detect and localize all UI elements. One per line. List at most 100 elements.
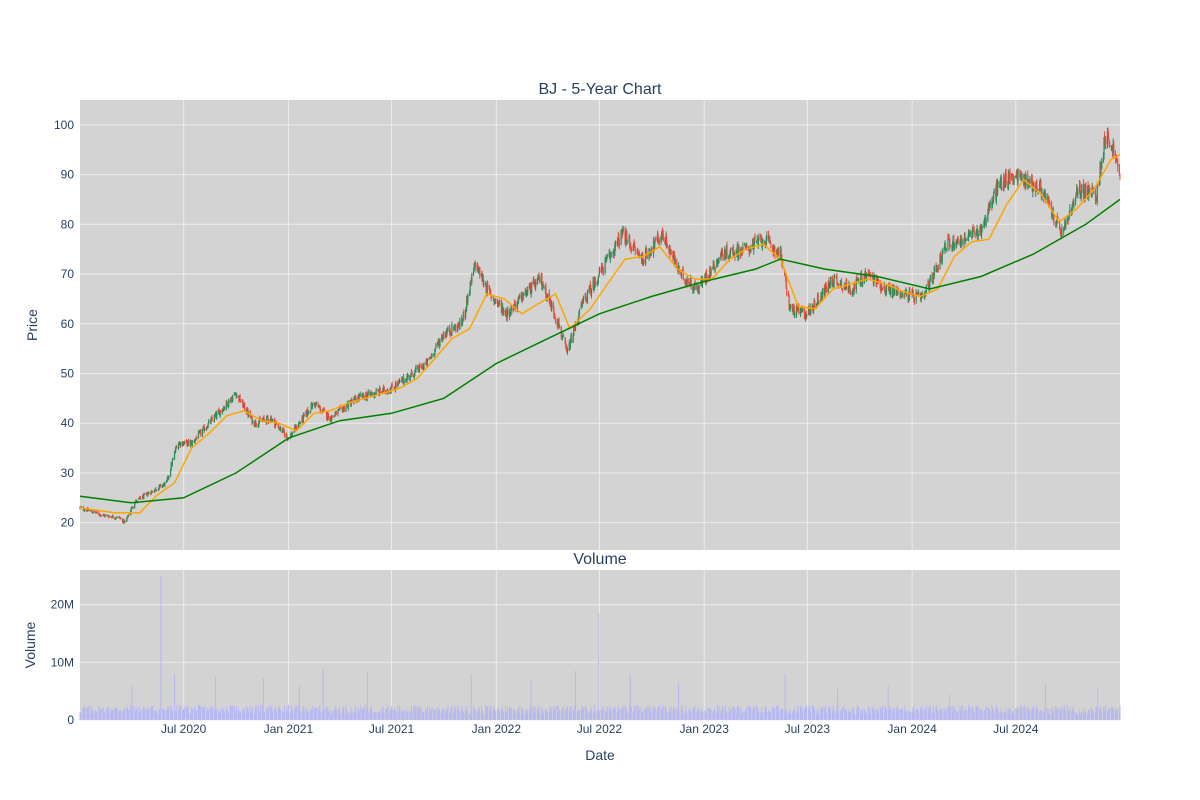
volume-bar (321, 710, 323, 720)
volume-bar (441, 709, 443, 720)
volume-bar (784, 711, 786, 720)
volume-bar (561, 709, 563, 720)
volume-bar (742, 710, 744, 720)
candle-body (246, 413, 248, 415)
candle-body (693, 287, 695, 290)
volume-bar (314, 707, 316, 720)
volume-bar (87, 709, 89, 720)
candle-body (905, 289, 907, 294)
volume-bar (774, 708, 776, 720)
candle-body (793, 306, 795, 315)
volume-bar (286, 711, 288, 720)
volume-bar (773, 708, 775, 720)
candle-body (474, 262, 476, 264)
volume-bar (478, 707, 480, 720)
volume-bar (840, 709, 842, 720)
volume-bar (630, 705, 632, 720)
volume-bar (944, 713, 946, 720)
candle-body (415, 367, 417, 371)
volume-bar (692, 706, 694, 720)
volume-bar (182, 708, 184, 720)
candle-body (569, 341, 571, 349)
volume-bar (119, 710, 121, 720)
volume-bar (269, 706, 271, 720)
candle-body (486, 283, 488, 295)
volume-bar (307, 712, 309, 720)
candle-body (267, 416, 269, 419)
candle-body (949, 238, 951, 247)
volume-bar (481, 708, 483, 720)
candle-body (100, 515, 102, 517)
candle-body (509, 311, 512, 317)
candle-body (91, 512, 94, 514)
volume-bar (912, 707, 914, 720)
volume-bar (253, 713, 255, 720)
volume-bar (302, 710, 304, 720)
volume-bar (1095, 706, 1097, 720)
candle-body (686, 279, 688, 286)
volume-bar (867, 705, 869, 720)
volume-bar (466, 711, 468, 720)
candle-body (434, 348, 436, 355)
volume-bar (1000, 708, 1002, 720)
candle-body (572, 334, 574, 343)
volume-bar (717, 712, 719, 720)
volume-bar (295, 706, 297, 720)
volume-bar (821, 709, 823, 720)
date-x-tick-label: Jul 2020 (161, 722, 207, 736)
volume-bar (949, 707, 951, 720)
candle-body (762, 239, 764, 243)
candle-body (501, 308, 503, 312)
volume-bar (147, 710, 149, 720)
candle-body (602, 270, 605, 273)
volume-bar (993, 712, 995, 720)
volume-bar (694, 709, 696, 720)
candle-body (876, 283, 878, 285)
volume-bar (602, 705, 604, 720)
volume-bar (219, 714, 221, 720)
volume-bar (1088, 709, 1090, 720)
volume-bar (904, 710, 906, 720)
volume-bar (940, 710, 942, 720)
volume-bar (1051, 706, 1053, 720)
volume-bar (959, 706, 961, 720)
volume-bar (993, 710, 995, 720)
candle-body (442, 337, 444, 340)
candle-body (585, 298, 587, 302)
candle-body (578, 309, 581, 313)
candle-body (454, 325, 456, 327)
candle-body (725, 251, 727, 259)
volume-bar (945, 707, 947, 720)
volume-bar (494, 712, 496, 720)
volume-bar (1020, 713, 1022, 720)
candle-body (629, 236, 631, 247)
volume-bar (174, 713, 176, 720)
volume-bar (491, 711, 493, 720)
volume-bar (724, 705, 726, 720)
candle-body (512, 310, 515, 312)
candle-body (154, 489, 156, 492)
candle-body (1088, 187, 1090, 198)
candle-body (517, 299, 519, 304)
volume-bar (516, 709, 518, 720)
candle-body (130, 508, 132, 512)
volume-bar (84, 708, 86, 720)
candle-body (189, 441, 192, 446)
candle-body (543, 287, 545, 289)
candle-body (525, 293, 528, 297)
volume-bar (522, 713, 524, 720)
volume-bar (477, 710, 479, 720)
candle-body (797, 305, 799, 311)
volume-bar (661, 706, 663, 720)
volume-bar (274, 705, 276, 720)
candle-body (810, 306, 812, 314)
volume-bar (144, 708, 146, 720)
price-y-tick-label: 30 (61, 466, 75, 480)
volume-bar (1093, 713, 1095, 720)
volume-bar (963, 711, 965, 720)
candle-body (527, 289, 529, 293)
candle-body (407, 374, 409, 378)
candle-body (255, 421, 257, 425)
volume-bar (721, 713, 723, 720)
volume-bar (126, 706, 128, 720)
